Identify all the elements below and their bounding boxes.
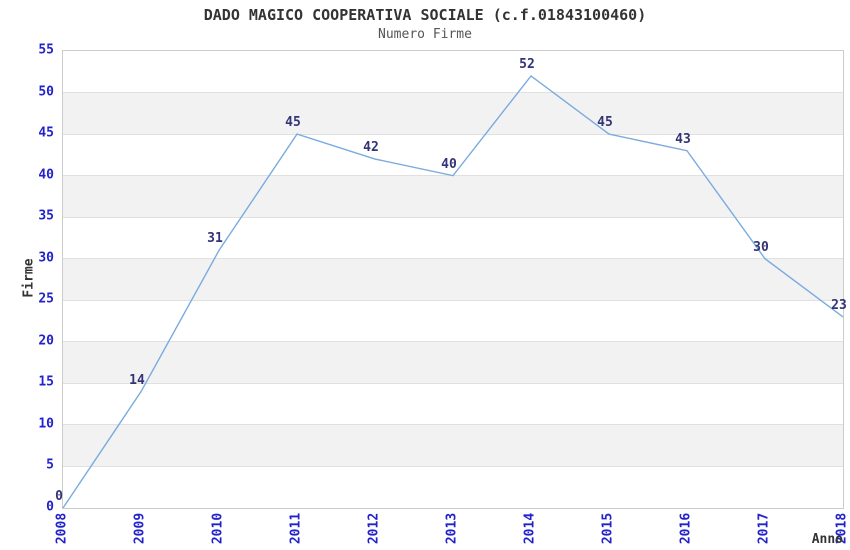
x-tick-label: 2016 bbox=[678, 512, 694, 545]
data-point-label: 45 bbox=[597, 115, 613, 131]
x-tick-label: 2017 bbox=[756, 512, 772, 545]
y-tick-label: 5 bbox=[46, 457, 54, 473]
chart-subtitle: Numero Firme bbox=[378, 27, 472, 42]
data-point-label: 40 bbox=[441, 156, 457, 172]
y-tick-label: 20 bbox=[38, 333, 54, 349]
x-tick-label: 2013 bbox=[444, 512, 460, 545]
y-tick-label: 10 bbox=[38, 416, 54, 432]
data-point-label: 31 bbox=[207, 231, 223, 247]
y-tick-label: 30 bbox=[38, 250, 54, 266]
y-tick-label: 15 bbox=[38, 374, 54, 390]
y-tick-label: 50 bbox=[38, 84, 54, 100]
y-tick-label: 35 bbox=[38, 208, 54, 224]
x-axis-title: Anno bbox=[811, 532, 843, 547]
chart-title: DADO MAGICO COOPERATIVA SOCIALE (c.f.018… bbox=[203, 6, 647, 24]
y-tick-label: 45 bbox=[38, 125, 54, 141]
data-point-label: 23 bbox=[831, 297, 847, 313]
data-point-label: 0 bbox=[55, 489, 63, 504]
data-point-label: 14 bbox=[129, 372, 145, 388]
x-tick-label: 2008 bbox=[54, 512, 70, 545]
y-tick-label: 0 bbox=[46, 499, 54, 515]
data-point-label: 52 bbox=[519, 56, 535, 72]
data-line bbox=[62, 74, 844, 509]
x-tick-label: 2011 bbox=[288, 512, 304, 545]
x-tick-label: 2012 bbox=[366, 512, 382, 545]
y-axis-title: Firme bbox=[21, 258, 37, 298]
y-tick-label: 25 bbox=[38, 291, 54, 307]
plot-area: 0 14 31 45 42 40 52 45 43 30 23 bbox=[55, 50, 847, 509]
data-point-label: 42 bbox=[363, 140, 379, 156]
y-tick-label: 40 bbox=[38, 167, 54, 183]
y-tick-label: 55 bbox=[38, 42, 54, 58]
data-point-label: 43 bbox=[675, 131, 691, 147]
x-tick-label: 2010 bbox=[210, 512, 226, 545]
data-point-label: 30 bbox=[753, 239, 769, 255]
x-tick-label: 2014 bbox=[522, 512, 538, 545]
x-tick-label: 2009 bbox=[132, 512, 148, 545]
x-tick-label: 2015 bbox=[600, 512, 616, 545]
data-point-label: 45 bbox=[285, 115, 301, 131]
